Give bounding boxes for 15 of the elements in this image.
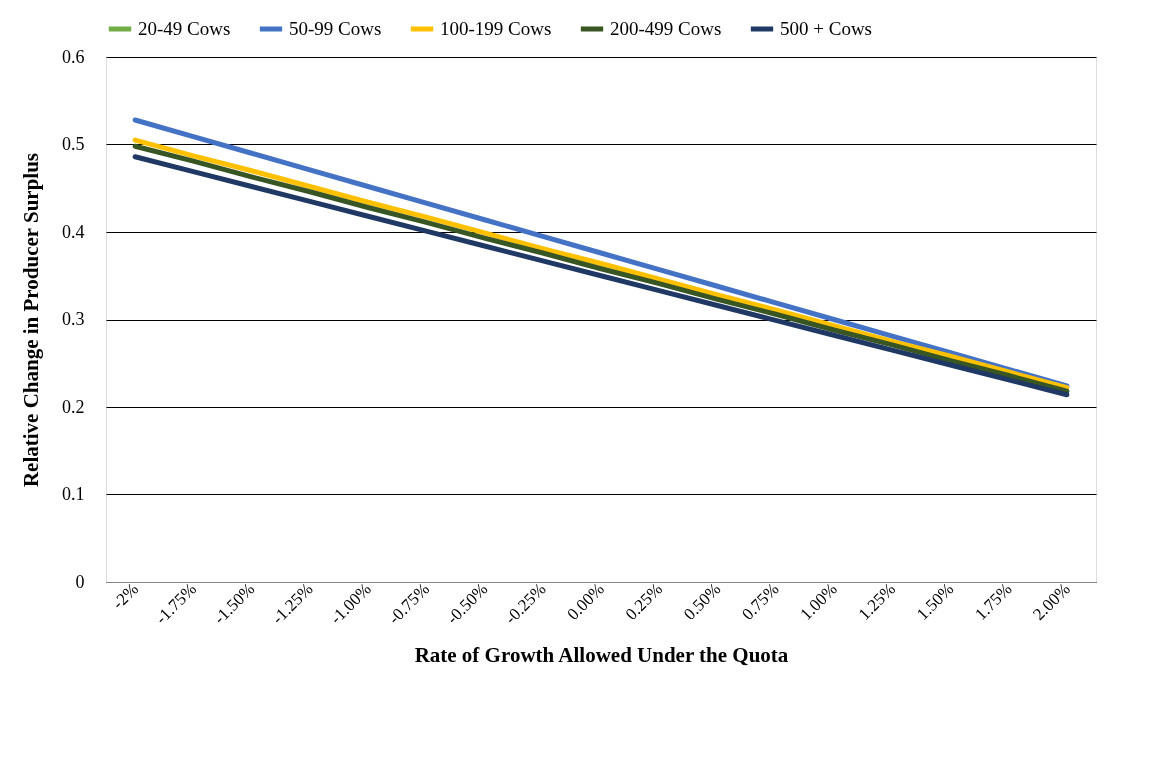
y-tick-label: 0.5 bbox=[62, 134, 85, 154]
x-tick-label: -2% bbox=[108, 579, 142, 613]
legend-label: 100-199 Cows bbox=[440, 18, 552, 39]
x-axis-title: Rate of Growth Allowed Under the Quota bbox=[414, 643, 789, 668]
y-tick-label: 0.4 bbox=[62, 221, 85, 242]
y-tick-label: 0.2 bbox=[62, 396, 85, 417]
legend-label: 20-49 Cows bbox=[138, 18, 231, 39]
legend-label: 500 + Cows bbox=[780, 18, 873, 39]
legend-label: 50-99 Cows bbox=[289, 18, 382, 39]
y-axis-title: Relative Change in Producer Surplus bbox=[19, 152, 43, 488]
y-tick-label: 0.3 bbox=[62, 309, 85, 329]
y-tick-label: 0.1 bbox=[62, 484, 85, 504]
y-tick-label: 0.6 bbox=[62, 46, 85, 67]
y-tick-label: 0 bbox=[75, 571, 85, 592]
legend-label: 200-499 Cows bbox=[610, 18, 722, 39]
